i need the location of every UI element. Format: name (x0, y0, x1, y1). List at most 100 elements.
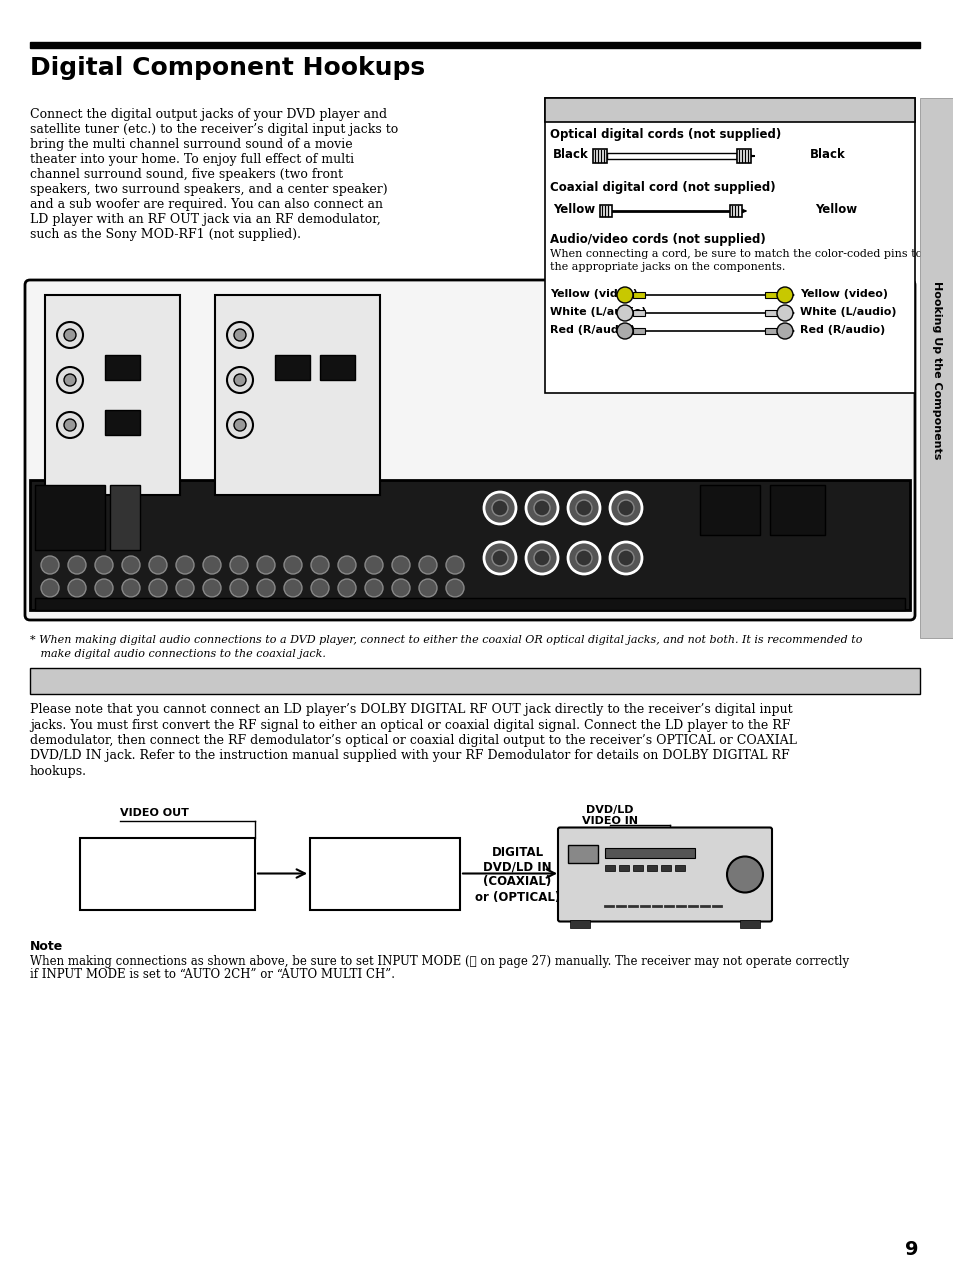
Circle shape (418, 578, 436, 598)
Text: Note: Note (30, 939, 63, 953)
Text: Digital Component Hookups: Digital Component Hookups (30, 56, 425, 80)
Circle shape (392, 555, 410, 575)
Circle shape (525, 492, 558, 524)
Text: When connecting a cord, be sure to match the color-coded pins to: When connecting a cord, be sure to match… (550, 248, 922, 259)
Text: When making connections as shown above, be sure to set INPUT MODE ( on page 27): When making connections as shown above, … (30, 954, 848, 967)
Bar (593, 149, 606, 163)
Text: Black: Black (553, 148, 588, 161)
Bar (675, 865, 684, 870)
Circle shape (149, 578, 167, 598)
Circle shape (203, 578, 221, 598)
Text: Connect the digital output jacks of your DVD player and: Connect the digital output jacks of your… (30, 108, 387, 121)
Text: such as the Sony MOD-RF1 (not supplied).: such as the Sony MOD-RF1 (not supplied). (30, 228, 301, 241)
Circle shape (617, 304, 633, 321)
Text: Hooking Up the Components: Hooking Up the Components (931, 280, 941, 459)
Circle shape (64, 329, 76, 341)
Text: speakers, two surround speakers, and a center speaker): speakers, two surround speakers, and a c… (30, 183, 387, 196)
Text: LD player: LD player (133, 854, 200, 866)
Text: White (L/audio): White (L/audio) (550, 307, 646, 317)
Circle shape (418, 555, 436, 575)
Circle shape (617, 287, 633, 303)
Text: Please note that you cannot connect an LD player’s DOLBY DIGITAL RF OUT jack dir: Please note that you cannot connect an L… (30, 703, 792, 716)
Circle shape (776, 287, 792, 303)
Bar (30, 42, 919, 48)
Text: Coaxial digital cord (not supplied): Coaxial digital cord (not supplied) (550, 181, 775, 194)
Text: demodulator, then connect the RF demodulator’s optical or coaxial digital output: demodulator, then connect the RF demodul… (30, 734, 796, 747)
Bar (105, 410, 140, 434)
Circle shape (175, 555, 193, 575)
Bar (35, 598, 904, 610)
Bar (110, 485, 140, 550)
Circle shape (284, 555, 302, 575)
Circle shape (337, 555, 355, 575)
Bar (30, 480, 909, 610)
Circle shape (227, 367, 253, 392)
Circle shape (311, 555, 329, 575)
Bar (105, 355, 140, 380)
Text: the appropriate jacks on the components.: the appropriate jacks on the components. (550, 262, 784, 273)
Circle shape (576, 499, 592, 516)
Circle shape (609, 541, 641, 575)
Circle shape (149, 555, 167, 575)
Bar (633, 310, 644, 316)
Bar (646, 865, 657, 870)
Bar (544, 98, 914, 122)
Circle shape (525, 541, 558, 575)
Bar (599, 205, 612, 217)
Bar (310, 837, 459, 910)
Bar (604, 847, 695, 857)
Text: VIDEO OUT: VIDEO OUT (120, 808, 189, 818)
Circle shape (446, 578, 463, 598)
Bar (737, 149, 750, 163)
Circle shape (230, 555, 248, 575)
FancyBboxPatch shape (25, 280, 914, 620)
Bar (729, 205, 741, 217)
Circle shape (483, 492, 516, 524)
Bar (567, 845, 598, 862)
Circle shape (726, 856, 762, 893)
Circle shape (483, 541, 516, 575)
Circle shape (95, 555, 112, 575)
Circle shape (57, 367, 83, 392)
Text: Optical digital cords (not supplied): Optical digital cords (not supplied) (550, 127, 781, 141)
Bar (769, 485, 824, 535)
Circle shape (337, 578, 355, 598)
Circle shape (365, 578, 382, 598)
Circle shape (41, 578, 59, 598)
Text: make digital audio connections to the coaxial jack.: make digital audio connections to the co… (30, 648, 326, 659)
Text: Yellow (video): Yellow (video) (550, 289, 638, 299)
Circle shape (492, 550, 507, 566)
Text: DOLBY DIGITAL
RF OUT: DOLBY DIGITAL RF OUT (117, 874, 217, 902)
Circle shape (230, 578, 248, 598)
Text: Required cords: Required cords (553, 102, 666, 115)
Bar (319, 355, 355, 380)
Bar (633, 292, 644, 298)
Text: LD player with an RF OUT jack via an RF demodulator,: LD player with an RF OUT jack via an RF … (30, 213, 380, 225)
Circle shape (68, 555, 86, 575)
Circle shape (284, 578, 302, 598)
Circle shape (567, 541, 599, 575)
Circle shape (492, 499, 507, 516)
Text: Yellow: Yellow (553, 203, 595, 217)
Circle shape (175, 578, 193, 598)
Circle shape (64, 419, 76, 431)
Circle shape (68, 578, 86, 598)
Circle shape (41, 555, 59, 575)
Circle shape (64, 375, 76, 386)
Bar (700, 485, 760, 535)
Circle shape (95, 578, 112, 598)
Text: jacks. You must first convert the RF signal to either an optical or coaxial digi: jacks. You must first convert the RF sig… (30, 719, 789, 731)
Circle shape (233, 419, 246, 431)
Text: Red (R/audio): Red (R/audio) (800, 325, 884, 335)
Circle shape (534, 550, 550, 566)
Circle shape (57, 412, 83, 438)
Text: 9: 9 (904, 1240, 918, 1259)
Text: theater into your home. To enjoy full effect of multi: theater into your home. To enjoy full ef… (30, 153, 354, 166)
Circle shape (233, 329, 246, 341)
Bar (35, 485, 105, 550)
Text: Black: Black (809, 148, 845, 161)
Circle shape (776, 304, 792, 321)
Text: Yellow (video): Yellow (video) (800, 289, 887, 299)
Bar (214, 296, 379, 496)
Bar (764, 327, 776, 334)
